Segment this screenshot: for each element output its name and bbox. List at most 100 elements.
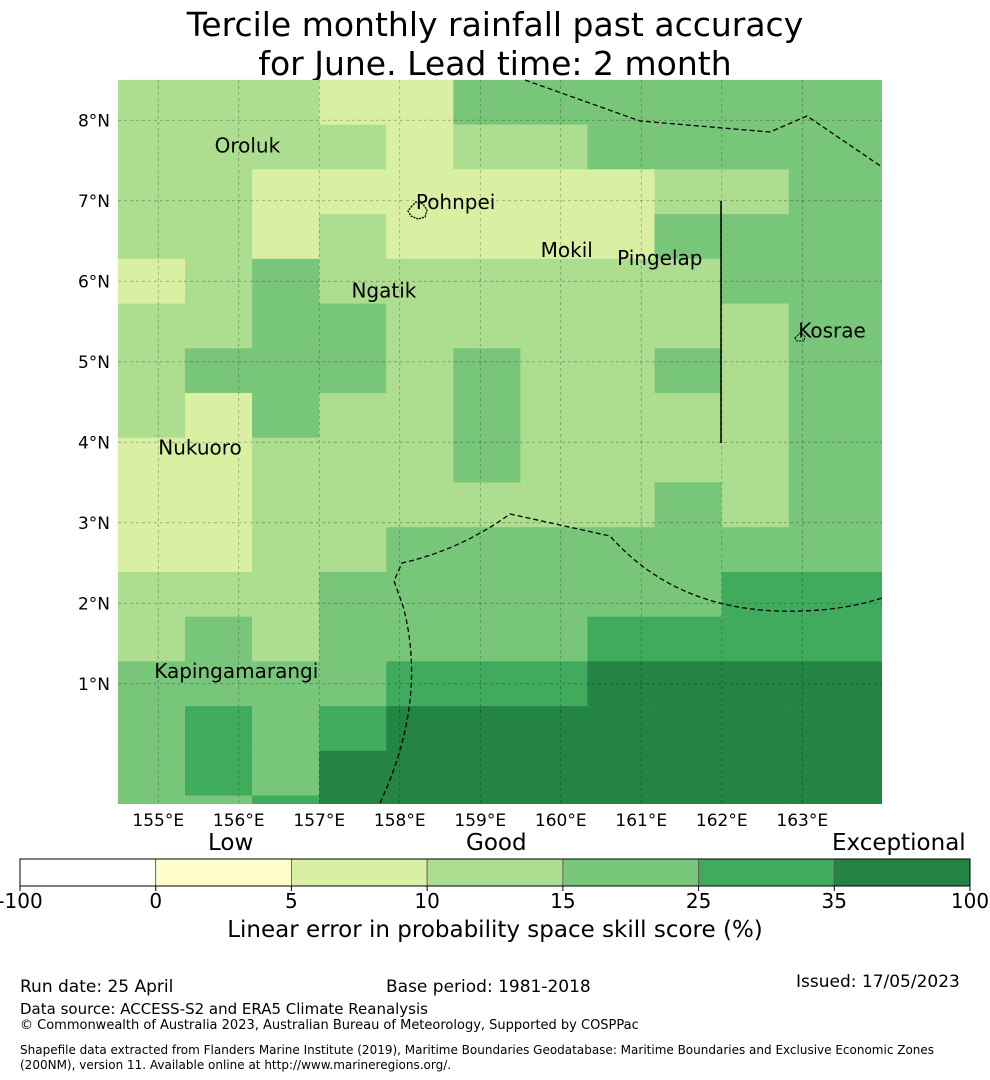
grid-cell [520, 124, 588, 170]
longitude-tick-label: 157°E [293, 811, 345, 831]
grid-cell [252, 527, 320, 573]
grid-cell [252, 661, 320, 707]
grid-cell [453, 437, 521, 483]
skill-grid [117, 79, 882, 804]
grid-cell [453, 527, 521, 573]
grid-cell [184, 258, 253, 304]
grid-cell [587, 706, 655, 751]
grid-cell [654, 303, 722, 349]
grid-cell [453, 795, 521, 804]
colorbar-segment [426, 858, 564, 887]
grid-cell [788, 661, 856, 707]
grid-cell [520, 303, 588, 349]
grid-cell [788, 527, 856, 573]
grid-cell [721, 214, 789, 260]
grid-cell [855, 616, 882, 662]
grid-cell [587, 750, 655, 796]
latitude-tick-label: 3°N [78, 514, 110, 534]
longitude-tick-label: 158°E [374, 811, 426, 831]
grid-cell [386, 392, 454, 438]
grid-cell [721, 124, 789, 170]
grid-cell [654, 616, 722, 662]
colorbar-segment [562, 858, 699, 887]
grid-cell [654, 214, 722, 260]
colorbar-tick-label: 0 [149, 889, 162, 913]
grid-cell [453, 258, 521, 304]
grid-cell [319, 706, 387, 751]
grid-cell [654, 124, 722, 170]
grid-cell [117, 124, 186, 170]
grid-cell [587, 124, 655, 170]
grid-cell [587, 482, 655, 528]
grid-cell [587, 527, 655, 573]
grid-cell [319, 437, 387, 483]
grid-cell [184, 527, 253, 573]
grid-cell [117, 706, 186, 751]
place-label-mokil: Mokil [541, 238, 593, 262]
grid-cell [117, 169, 186, 215]
grid-cell [587, 258, 655, 304]
grid-cell [788, 795, 856, 804]
grid-cell [855, 527, 882, 573]
colorbar-tick-label: -100 [0, 889, 43, 913]
grid-cell [721, 795, 789, 804]
grid-cell [184, 616, 253, 662]
grid-cell [386, 214, 454, 260]
grid-cell [386, 616, 454, 662]
colorbar-tick-label: 25 [686, 889, 711, 913]
latitude-tick-label: 5°N [78, 353, 110, 373]
grid-cell [386, 437, 454, 483]
grid-cell [587, 571, 655, 617]
grid-cell [117, 303, 186, 349]
grid-cell [721, 527, 789, 573]
grid-cell [855, 124, 882, 170]
grid-cell [252, 437, 320, 483]
grid-cell [386, 795, 454, 804]
longitude-tick-label: 160°E [535, 811, 587, 831]
grid-cell [453, 616, 521, 662]
grid-cell [654, 750, 722, 796]
map-title-line2: for June. Lead time: 2 month [258, 44, 732, 83]
grid-cell [788, 214, 856, 260]
grid-cell [319, 303, 387, 349]
grid-cell [654, 795, 722, 804]
grid-cell [319, 392, 387, 438]
grid-cell [654, 79, 722, 125]
grid-cell [184, 795, 253, 804]
grid-cell [520, 169, 588, 215]
grid-cell [184, 124, 253, 170]
grid-cell [252, 258, 320, 304]
grid-cell [386, 303, 454, 349]
grid-cell [520, 571, 588, 617]
grid-cell [319, 124, 387, 170]
grid-cell [654, 437, 722, 483]
grid-cell [721, 571, 789, 617]
grid-cell [184, 348, 253, 394]
grid-cell [520, 661, 588, 707]
grid-cell [721, 258, 789, 304]
longitude-tick-label: 163°E [776, 811, 828, 831]
grid-cell [386, 571, 454, 617]
grid-cell [319, 482, 387, 528]
grid-cell [587, 79, 655, 125]
longitude-tick-label: 155°E [132, 811, 184, 831]
grid-cell [855, 661, 882, 707]
grid-cell [252, 482, 320, 528]
grid-cell [788, 169, 856, 215]
place-label-kosrae: Kosrae [798, 319, 866, 343]
grid-cell [386, 79, 454, 125]
grid-cell [855, 795, 882, 804]
longitude-tick-label: 159°E [454, 811, 506, 831]
grid-cell [788, 348, 856, 394]
grid-cell [654, 169, 722, 215]
grid-cell [117, 795, 186, 804]
grid-cell [654, 348, 722, 394]
longitude-tick-labels: 155°E 156°E 157°E 158°E 159°E 160°E 161°E 162°E… [132, 811, 828, 831]
latitude-tick-labels: 8°N 7°N 6°N 5°N 4°N 3°N 2°N 1°N [78, 111, 110, 695]
grid-cell [587, 392, 655, 438]
grid-cell [721, 303, 789, 349]
grid-cell [252, 79, 320, 125]
grid-cell [319, 571, 387, 617]
colorbar-tick-label: 10 [414, 889, 439, 913]
grid-cell [855, 303, 882, 349]
